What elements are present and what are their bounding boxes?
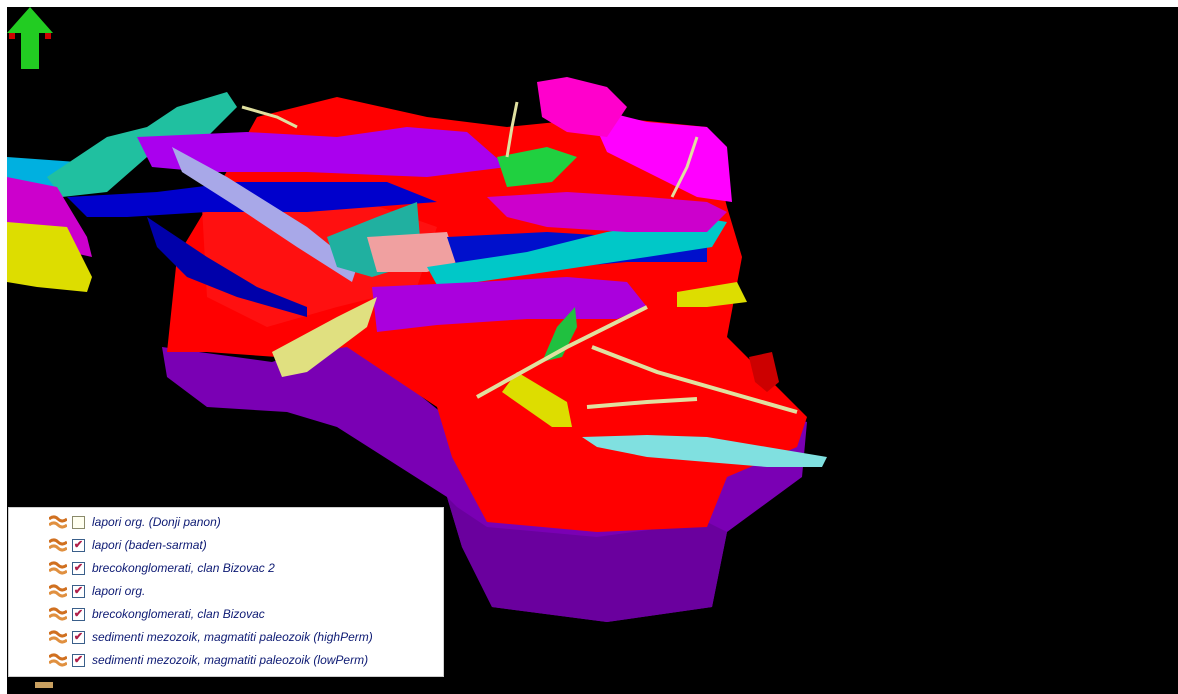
fault-pink [367, 232, 457, 272]
layer-legend-panel: lapori org. (Donji panon) ✔ lapori (bade… [8, 507, 444, 677]
fault-purple-top [137, 127, 507, 177]
legend-row-6[interactable]: ✔ sedimenti mezozoik, magmatiti paleozoi… [9, 650, 368, 670]
layer-label-5: sedimenti mezozoik, magmatiti paleozoik … [92, 630, 373, 644]
legend-row-4[interactable]: ✔ brecokonglomerati, clan Bizovac [9, 604, 265, 624]
horizon-layer-wave-top [49, 584, 67, 592]
north-arrow-icon[interactable] [7, 7, 53, 69]
fault-yellow-center [272, 297, 377, 377]
horizon-layer-icon [49, 630, 67, 644]
fault-magenta-right [487, 192, 727, 232]
fault-lavender [172, 147, 357, 282]
fault-cyan-low [582, 435, 827, 467]
magenta-surface [587, 107, 732, 202]
fault-red-right [749, 352, 779, 392]
horizon-layer-wave-top [49, 607, 67, 615]
basement-block-front [447, 497, 727, 622]
legend-row-3[interactable]: ✔ lapori org. [9, 581, 145, 601]
fault-trace-2 [476, 305, 648, 399]
layer-label-6: sedimenti mezozoik, magmatiti paleozoik … [92, 653, 369, 667]
layer-label-0: lapori org. (Donji panon) [92, 515, 221, 529]
layer-checkbox-5[interactable]: ✔ [72, 630, 85, 644]
layer-label-4: brecokonglomerati, clan Bizovac [92, 607, 265, 621]
3d-model-scene[interactable] [7, 7, 1178, 694]
horizon-layer-wave-bottom [49, 613, 67, 621]
layer-checkbox-6[interactable]: ✔ [72, 653, 85, 667]
horizon-layer-icon [49, 561, 67, 575]
fault-blue-diag [147, 217, 307, 317]
fault-trace-5 [670, 136, 699, 198]
horizon-layer-wave-bottom [49, 590, 67, 598]
horizon-layer-wave-top [49, 653, 67, 661]
horizon-layer-icon [49, 584, 67, 598]
horizon-layer-wave-top [49, 538, 67, 546]
fault-trace-6 [241, 105, 298, 129]
horizon-layer-wave-bottom [49, 544, 67, 552]
horizon-layer-icon [49, 538, 67, 552]
north-arrow-head [7, 7, 53, 69]
horizon-layer-wave-bottom [49, 636, 67, 644]
fault-yellow-right [677, 282, 747, 307]
layer-label-2: brecokonglomerati, clan Bizovac 2 [92, 561, 275, 575]
legend-scroll-indicator [35, 682, 53, 688]
layer-checkbox-1[interactable]: ✔ [72, 538, 85, 552]
horizon-layer-icon [49, 607, 67, 621]
north-arrow-marker-left [9, 33, 15, 39]
fault-purple-center [372, 277, 647, 332]
layer-label-3: lapori org. [92, 584, 146, 598]
fault-yellow-low [502, 372, 572, 427]
layer-label-1: lapori (baden-sarmat) [92, 538, 207, 552]
fault-trace-3 [586, 397, 698, 409]
horizon-layer-icon [49, 653, 67, 667]
horizon-layer-wave-bottom [49, 567, 67, 575]
horizon-layer-wave-top [49, 561, 67, 569]
horizon-layer-wave-bottom [49, 659, 67, 667]
horizon-layer-icon [49, 515, 67, 529]
window-top-edge [170, 0, 932, 7]
legend-row-2[interactable]: ✔ brecokonglomerati, clan Bizovac 2 [9, 558, 275, 578]
legend-row-5[interactable]: ✔ sedimenti mezozoik, magmatiti paleozoi… [9, 627, 373, 647]
fault-trace-4 [505, 101, 519, 158]
legend-row-1[interactable]: ✔ lapori (baden-sarmat) [9, 535, 207, 555]
fault-yellow-left [7, 222, 92, 292]
north-arrow-marker-right [45, 33, 51, 39]
fault-magenta-top [537, 77, 627, 137]
layer-checkbox-2[interactable]: ✔ [72, 561, 85, 575]
fault-green [497, 147, 577, 187]
layer-checkbox-3[interactable]: ✔ [72, 584, 85, 598]
layer-checkbox-4[interactable]: ✔ [72, 607, 85, 621]
horizon-layer-wave-bottom [49, 521, 67, 529]
fault-cyan-center [427, 217, 727, 285]
legend-row-0[interactable]: lapori org. (Donji panon) [9, 512, 221, 532]
layer-checkbox-0[interactable] [72, 515, 85, 529]
horizon-layer-wave-top [49, 630, 67, 638]
horizon-layer-wave-top [49, 515, 67, 523]
fault-trace-1 [591, 345, 798, 414]
fault-green-small [542, 307, 577, 362]
